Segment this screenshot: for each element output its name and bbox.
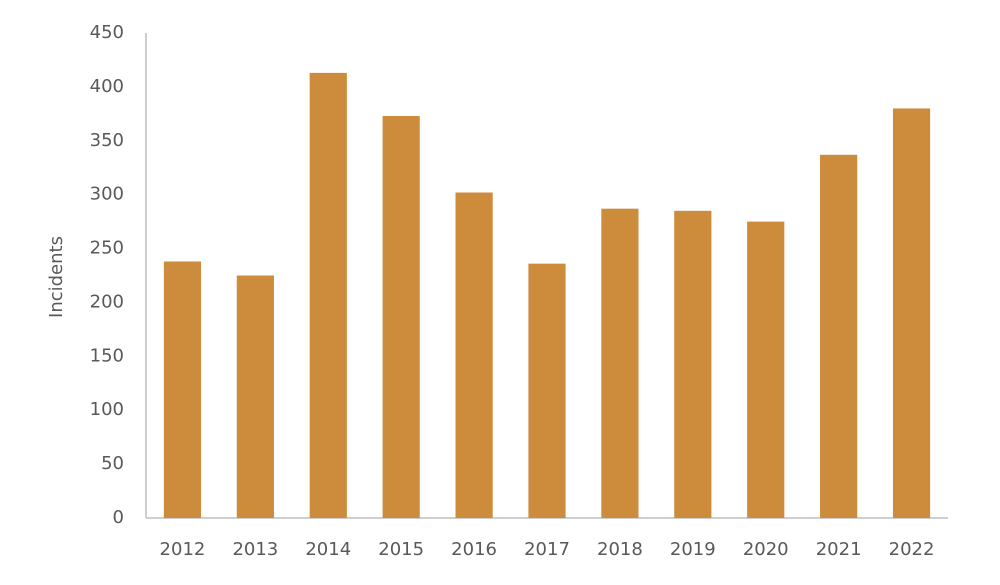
bar xyxy=(747,221,785,518)
x-tick-label: 2018 xyxy=(597,539,643,560)
x-tick-label: 2016 xyxy=(451,539,497,560)
y-tick-label: 0 xyxy=(113,507,124,528)
bar xyxy=(455,192,493,518)
x-tick-label: 2015 xyxy=(378,539,424,560)
bar xyxy=(528,263,566,518)
x-tick-label: 2022 xyxy=(889,539,935,560)
x-tick-label: 2021 xyxy=(816,539,862,560)
y-tick-label: 450 xyxy=(90,22,124,43)
x-tick-label: 2014 xyxy=(305,539,351,560)
bar xyxy=(674,210,712,519)
y-tick-label: 50 xyxy=(101,453,124,474)
x-tick-label: 2013 xyxy=(232,539,278,560)
bar xyxy=(236,275,274,518)
y-tick-label: 400 xyxy=(90,76,124,97)
x-tick-label: 2020 xyxy=(743,539,789,560)
y-tick-label: 250 xyxy=(90,238,124,259)
y-axis-label: Incidents xyxy=(46,236,67,318)
y-tick-label: 350 xyxy=(90,130,124,151)
bar xyxy=(601,208,639,518)
y-tick-label: 200 xyxy=(90,291,124,312)
bar xyxy=(820,154,858,519)
x-tick-label: 2012 xyxy=(160,539,206,560)
y-tick-label: 150 xyxy=(90,345,124,366)
y-tick-label: 100 xyxy=(90,399,124,420)
bar xyxy=(382,115,420,518)
bar xyxy=(309,72,347,518)
x-tick-label: 2017 xyxy=(524,539,570,560)
y-tick-label: 300 xyxy=(90,184,124,205)
bar xyxy=(892,108,931,518)
x-tick-label: 2019 xyxy=(670,539,716,560)
bar xyxy=(163,261,202,518)
